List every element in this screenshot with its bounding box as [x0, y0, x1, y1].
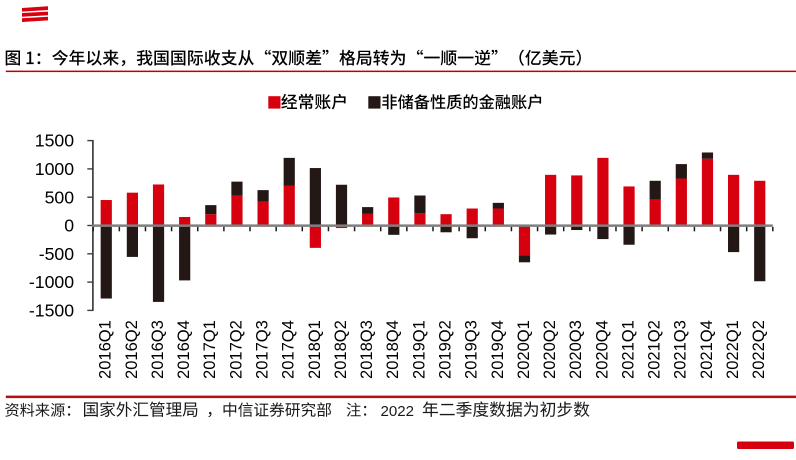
svg-text:-1500: -1500 [29, 301, 74, 321]
svg-text:2021Q1: 2021Q1 [618, 320, 637, 379]
svg-text:2017Q4: 2017Q4 [279, 320, 298, 379]
svg-text:2017Q2: 2017Q2 [226, 320, 245, 379]
svg-text:2021Q2: 2021Q2 [645, 320, 664, 379]
svg-text:-1000: -1000 [29, 272, 74, 292]
svg-text:2020Q4: 2020Q4 [592, 320, 611, 379]
svg-text:2018Q4: 2018Q4 [383, 320, 402, 379]
svg-text:2022: 2022 [381, 403, 415, 420]
svg-text:2021Q3: 2021Q3 [671, 320, 690, 379]
svg-text:2016Q4: 2016Q4 [174, 320, 193, 379]
svg-text:2018Q2: 2018Q2 [331, 320, 350, 379]
svg-text:2017Q1: 2017Q1 [200, 320, 219, 379]
svg-text:2022Q2: 2022Q2 [749, 320, 768, 379]
svg-text:2016Q3: 2016Q3 [148, 320, 167, 379]
svg-text:2019Q3: 2019Q3 [462, 320, 481, 379]
svg-text:2019Q4: 2019Q4 [488, 320, 507, 379]
svg-text:2017Q3: 2017Q3 [252, 320, 271, 379]
svg-text:2020Q2: 2020Q2 [540, 320, 559, 379]
svg-text:1000: 1000 [35, 159, 75, 179]
svg-text:0: 0 [64, 216, 74, 236]
svg-text:2021Q4: 2021Q4 [697, 320, 716, 379]
svg-text:2016Q1: 2016Q1 [96, 320, 115, 379]
svg-text:2022Q1: 2022Q1 [723, 320, 742, 379]
svg-text:2016Q2: 2016Q2 [122, 320, 141, 379]
svg-text:2020Q1: 2020Q1 [514, 320, 533, 379]
svg-text:1500: 1500 [35, 131, 75, 151]
svg-text:2018Q1: 2018Q1 [305, 320, 324, 379]
svg-text:2019Q2: 2019Q2 [435, 320, 454, 379]
svg-text:-500: -500 [39, 244, 75, 264]
svg-text:2020Q3: 2020Q3 [566, 320, 585, 379]
svg-text:500: 500 [45, 187, 75, 207]
svg-text:2019Q1: 2019Q1 [409, 320, 428, 379]
svg-text:2018Q3: 2018Q3 [357, 320, 376, 379]
